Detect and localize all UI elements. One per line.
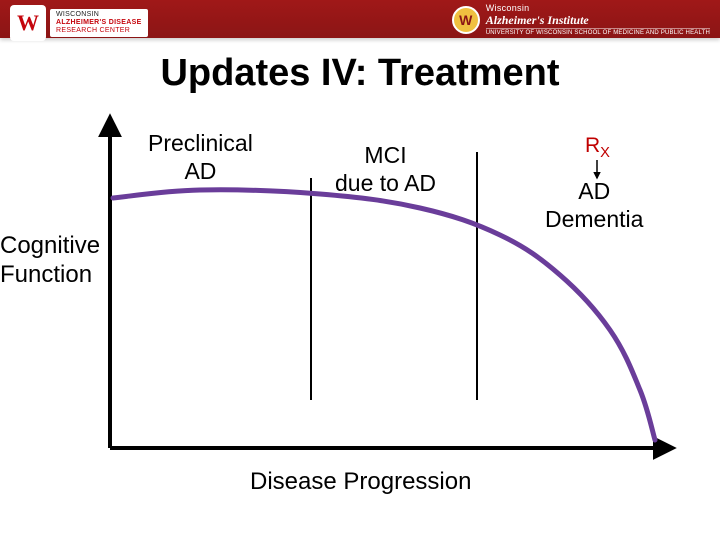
left-logo-line1: WISCONSIN (56, 11, 142, 19)
left-logo-line3: RESEARCH CENTER (56, 27, 142, 35)
left-logo: WISCONSIN ALZHEIMER'S DISEASE RESEARCH C… (10, 2, 148, 44)
stage-label-0: PreclinicalAD (148, 130, 253, 185)
right-logo: W Wisconsin Alzheimer's Institute UNIVER… (452, 4, 710, 37)
right-logo-crest-icon: W (452, 6, 480, 34)
stage-label-1: MCIdue to AD (335, 142, 436, 197)
y-axis-label: CognitiveFunction (0, 232, 100, 290)
left-logo-line2: ALZHEIMER'S DISEASE (56, 19, 142, 27)
left-logo-badge-icon (10, 5, 46, 41)
stage-label-2: ADDementia (545, 178, 643, 233)
rx-label: RX (585, 134, 610, 161)
chart-area: CognitiveFunction Disease Progression Pr… (0, 100, 720, 520)
header-bar: WISCONSIN ALZHEIMER'S DISEASE RESEARCH C… (0, 0, 720, 38)
right-logo-text: Wisconsin Alzheimer's Institute UNIVERSI… (486, 4, 710, 37)
left-logo-text: WISCONSIN ALZHEIMER'S DISEASE RESEARCH C… (50, 9, 148, 36)
x-axis-label: Disease Progression (250, 468, 471, 496)
right-logo-line2: Alzheimer's Institute (486, 14, 710, 27)
slide-title: Updates IV: Treatment (0, 52, 720, 95)
right-logo-line3: UNIVERSITY OF WISCONSIN SCHOOL OF MEDICI… (486, 28, 710, 37)
